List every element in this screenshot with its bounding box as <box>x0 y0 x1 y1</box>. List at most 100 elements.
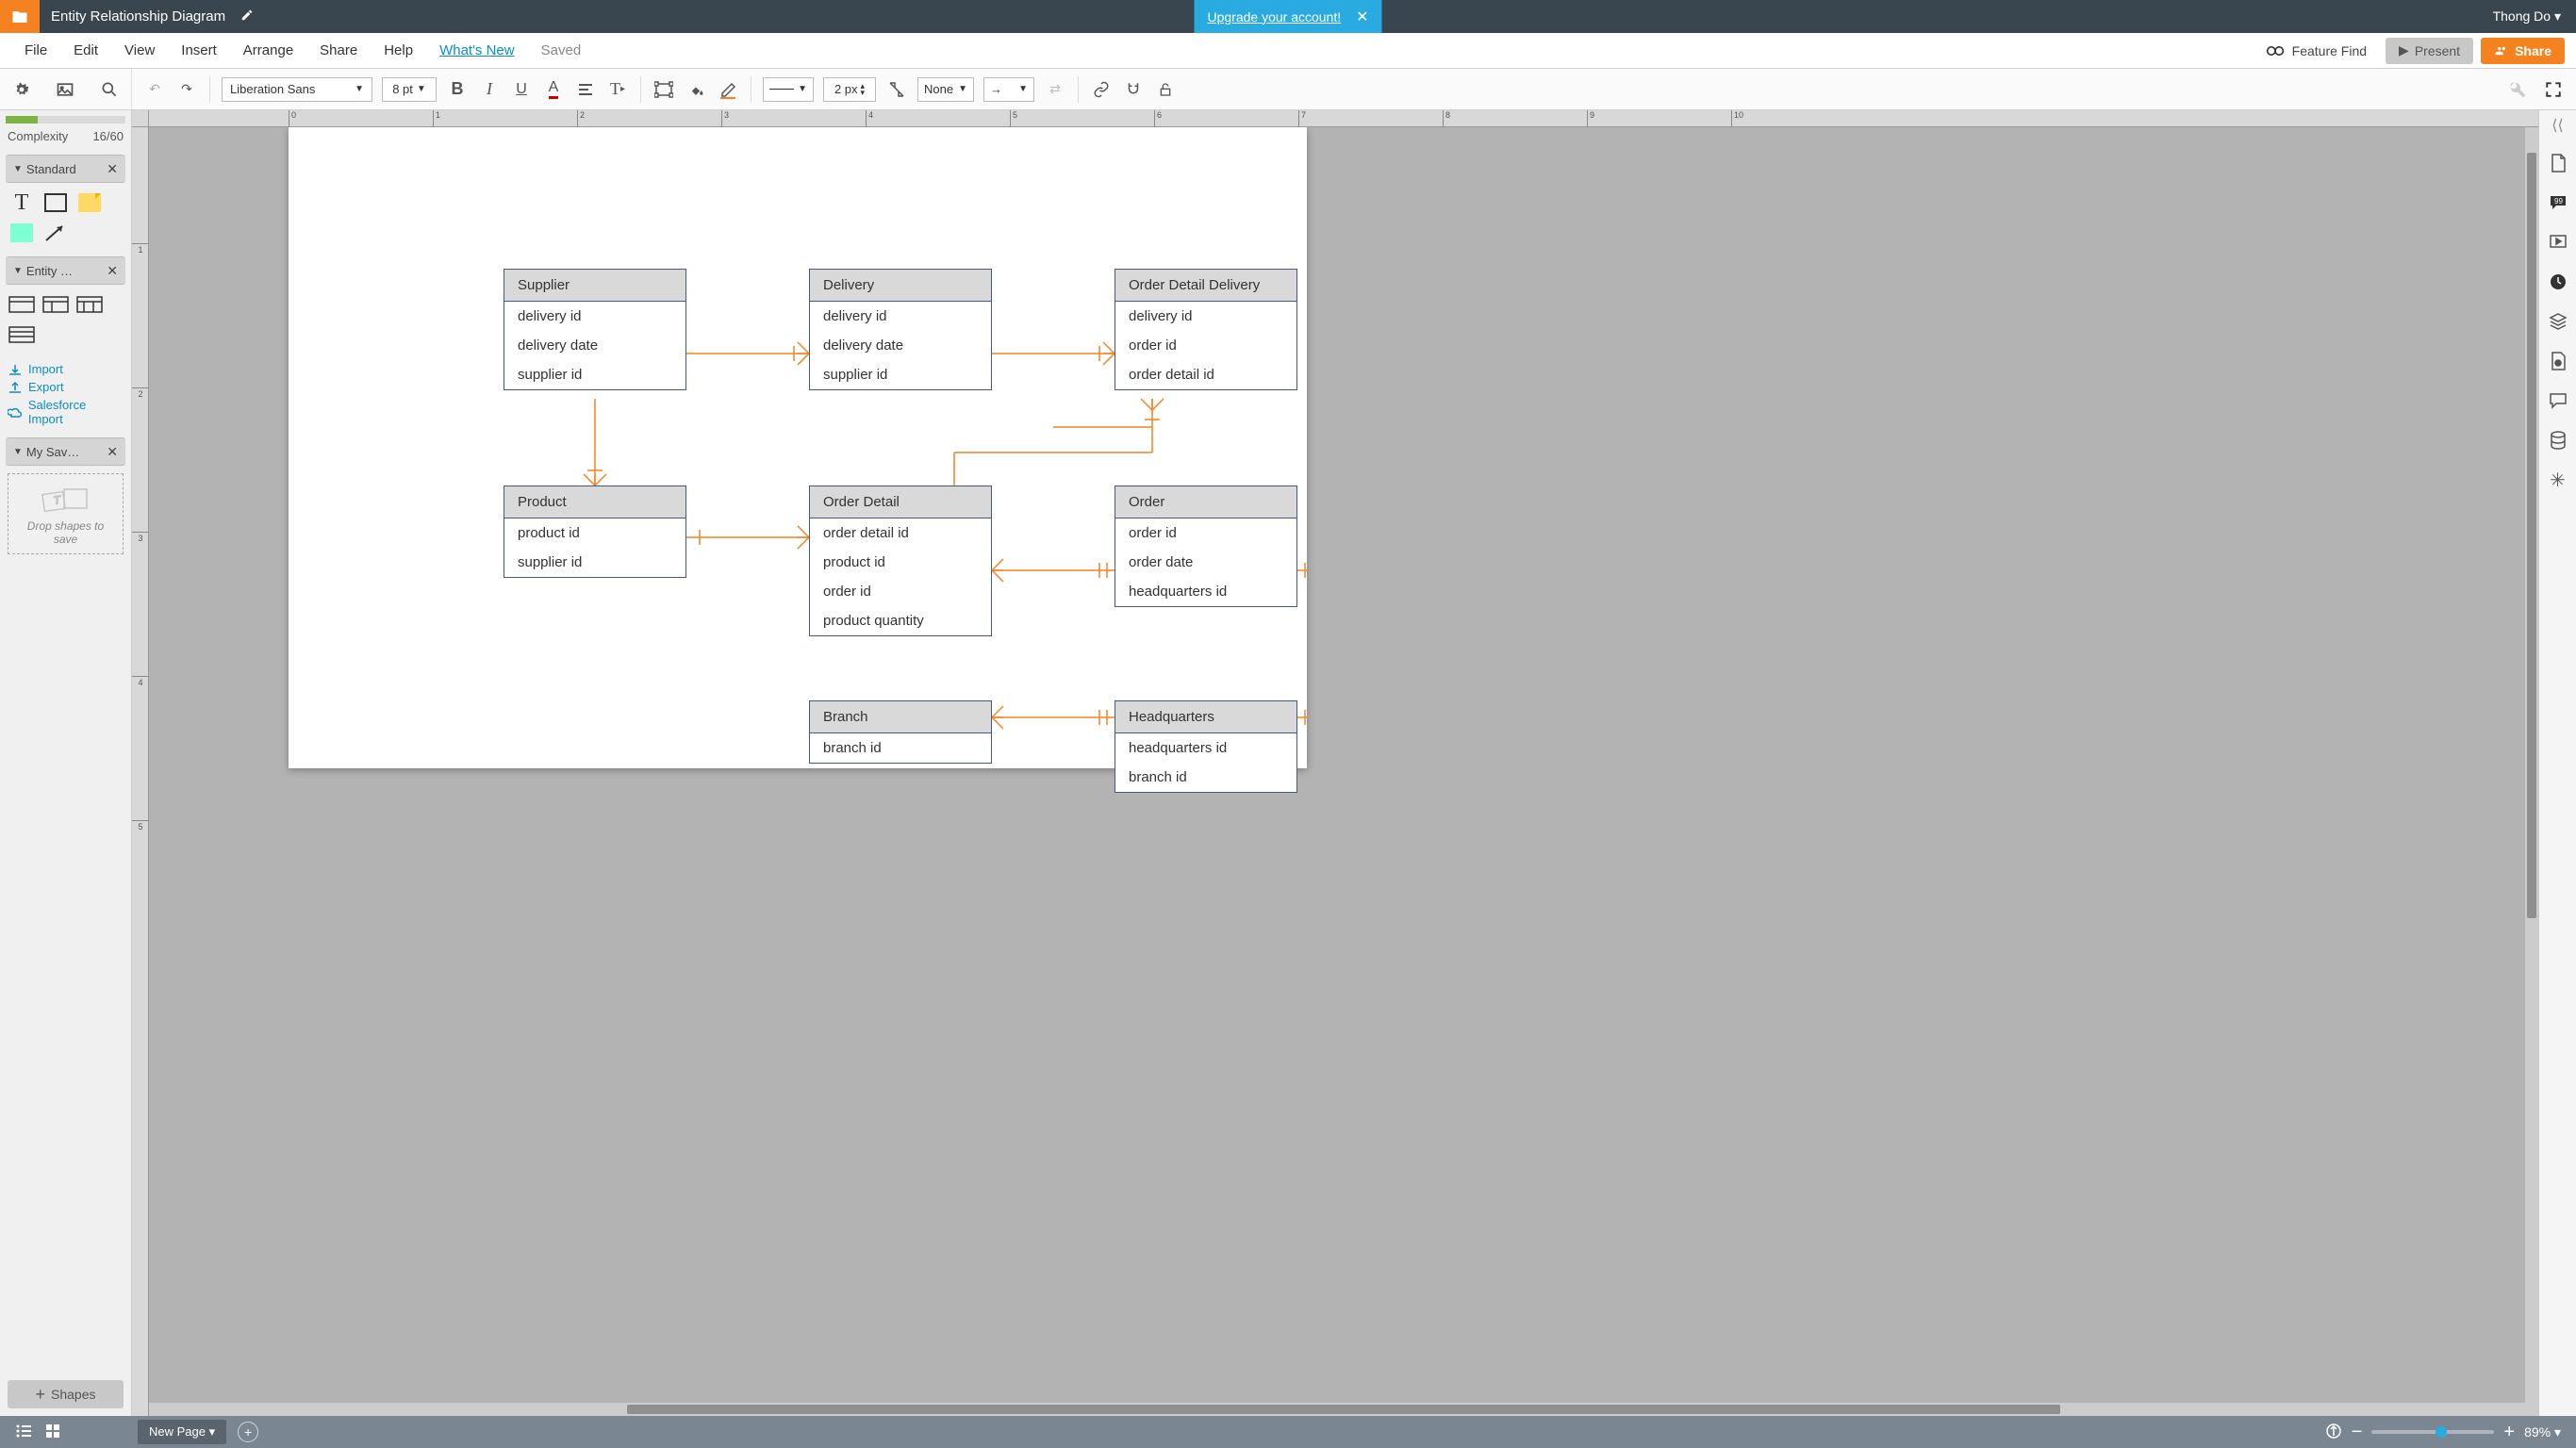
shape-note[interactable] <box>75 190 104 215</box>
data-icon[interactable] <box>2547 429 2569 452</box>
font-selector[interactable]: Liberation Sans▼ <box>222 77 372 102</box>
search-icon[interactable] <box>98 78 121 101</box>
entity-branch[interactable]: Branchbranch id <box>809 700 992 764</box>
history-icon[interactable] <box>2547 271 2569 293</box>
menu-arrange[interactable]: Arrange <box>230 42 306 58</box>
feature-find[interactable]: Feature Find <box>2254 43 2378 58</box>
close-icon[interactable]: ✕ <box>107 161 118 177</box>
menu-insert[interactable]: Insert <box>168 42 230 58</box>
presentation-icon[interactable] <box>2547 231 2569 254</box>
close-icon[interactable]: ✕ <box>107 444 118 460</box>
master-icon[interactable] <box>2547 350 2569 372</box>
wrench-icon[interactable] <box>2506 78 2529 101</box>
menu-share[interactable]: Share <box>306 42 371 58</box>
text-color-icon[interactable]: A <box>542 78 565 101</box>
shape-table4[interactable] <box>8 322 36 347</box>
menu-edit[interactable]: Edit <box>60 42 111 58</box>
menu-whats-new[interactable]: What's New <box>426 42 528 58</box>
arrow-style-selector[interactable]: →▼ <box>983 77 1034 102</box>
swap-icon[interactable]: ⇄ <box>1044 78 1066 101</box>
text-tool-icon[interactable]: T▸ <box>606 78 629 101</box>
magnet-icon[interactable] <box>1122 78 1145 101</box>
import-link[interactable]: Import <box>8 360 124 378</box>
user-menu[interactable]: Thong Do ▾ <box>2478 8 2576 25</box>
menu-help[interactable]: Help <box>371 42 426 58</box>
font-size-selector[interactable]: 8 pt▼ <box>382 77 437 102</box>
close-icon[interactable]: ✕ <box>107 263 118 279</box>
outline-icon[interactable] <box>15 1423 32 1441</box>
shape-text[interactable]: T <box>8 190 36 215</box>
link-icon[interactable] <box>1090 78 1113 101</box>
stroke-width-input[interactable]: 2 px▴▾ <box>823 77 876 102</box>
line-style-selector[interactable]: ▼ <box>763 77 814 102</box>
export-link[interactable]: Export <box>8 378 124 396</box>
chat-icon[interactable] <box>2547 389 2569 412</box>
menu-view[interactable]: View <box>111 42 168 58</box>
panel-mysaved[interactable]: ▼My Sav…✕ <box>6 437 125 466</box>
share-button[interactable]: Share <box>2481 38 2565 64</box>
feature-find-label: Feature Find <box>2292 43 2367 58</box>
zoom-out-button[interactable]: − <box>2352 1422 2363 1443</box>
salesforce-link[interactable]: Salesforce Import <box>8 396 124 428</box>
entity-product[interactable]: Productproduct idsupplier id <box>504 485 686 578</box>
entity-supplier[interactable]: Supplierdelivery iddelivery datesupplier… <box>504 269 686 390</box>
star-icon[interactable]: ✳ <box>2547 469 2569 491</box>
autosave-icon[interactable] <box>2325 1423 2342 1442</box>
page-tab[interactable]: New Page ▾ <box>138 1420 226 1444</box>
entity-order[interactable]: Orderorder idorder dateheadquarters id <box>1115 485 1297 607</box>
shape-table3[interactable] <box>75 292 104 317</box>
rename-icon[interactable] <box>240 8 254 25</box>
drop-zone[interactable]: T Drop shapes to save <box>8 473 124 554</box>
image-icon[interactable] <box>54 78 76 101</box>
upgrade-close-icon[interactable]: ✕ <box>1356 8 1368 26</box>
document-title[interactable]: Entity Relationship Diagram <box>40 8 237 25</box>
shape-table2[interactable] <box>41 292 70 317</box>
play-icon: ▶ <box>2399 42 2409 58</box>
underline-icon[interactable]: U <box>510 78 533 101</box>
comment-icon[interactable]: 99 <box>2547 191 2569 214</box>
shape-table1[interactable] <box>8 292 36 317</box>
canvas-page[interactable]: Supplierdelivery iddelivery datesupplier… <box>289 127 1307 768</box>
entity-hq[interactable]: Headquartersheadquarters idbranch id <box>1115 700 1297 793</box>
upgrade-banner: Upgrade your account! ✕ <box>1194 0 1381 33</box>
zoom-in-button[interactable]: + <box>2503 1422 2515 1443</box>
upgrade-link[interactable]: Upgrade your account! <box>1207 9 1341 25</box>
fill-icon[interactable] <box>685 78 707 101</box>
panel-entity[interactable]: ▼Entity …✕ <box>6 256 125 285</box>
shape-rect-icon[interactable] <box>652 78 675 101</box>
lock-icon[interactable] <box>1154 78 1177 101</box>
ruler-horizontal: 012345678910 <box>149 110 2538 127</box>
entity-odd[interactable]: Order Detail Deliverydelivery idorder id… <box>1115 269 1297 390</box>
layers-icon[interactable] <box>2547 310 2569 333</box>
border-color-icon[interactable] <box>717 78 739 101</box>
undo-icon[interactable]: ↶ <box>143 78 166 101</box>
complexity-value: 16/60 <box>92 129 124 143</box>
shape-fill-rect[interactable] <box>8 221 36 245</box>
bold-icon[interactable]: B <box>446 78 469 101</box>
app-icon[interactable] <box>0 0 40 33</box>
grid-icon[interactable] <box>45 1423 60 1441</box>
page-icon[interactable] <box>2547 152 2569 174</box>
settings-icon[interactable] <box>10 78 33 101</box>
vertical-scrollbar[interactable] <box>2525 127 2538 1403</box>
collapse-icon[interactable]: ⟨⟨ <box>2551 116 2563 135</box>
zoom-slider[interactable] <box>2371 1430 2494 1434</box>
shape-arrow[interactable] <box>41 221 70 245</box>
redo-icon[interactable]: ↷ <box>175 78 198 101</box>
arrow-none-selector[interactable]: None▼ <box>917 77 974 102</box>
fullscreen-icon[interactable] <box>2542 78 2565 101</box>
shape-rect[interactable] <box>41 190 70 215</box>
zoom-value[interactable]: 89% ▾ <box>2524 1424 2561 1440</box>
menu-file[interactable]: File <box>11 42 60 58</box>
add-page-button[interactable]: + <box>238 1422 258 1442</box>
connector-icon[interactable] <box>885 78 908 101</box>
ruler-vertical: 12345 <box>132 127 149 1416</box>
entity-orderdetail[interactable]: Order Detailorder detail idproduct idord… <box>809 485 992 636</box>
shapes-button[interactable]: +Shapes <box>8 1380 124 1408</box>
present-button[interactable]: ▶ Present <box>2386 38 2473 64</box>
panel-standard[interactable]: ▼Standard✕ <box>6 155 125 183</box>
entity-delivery[interactable]: Deliverydelivery iddelivery datesupplier… <box>809 269 992 390</box>
horizontal-scrollbar[interactable] <box>149 1403 2538 1416</box>
italic-icon[interactable]: I <box>478 78 501 101</box>
align-icon[interactable] <box>574 78 597 101</box>
